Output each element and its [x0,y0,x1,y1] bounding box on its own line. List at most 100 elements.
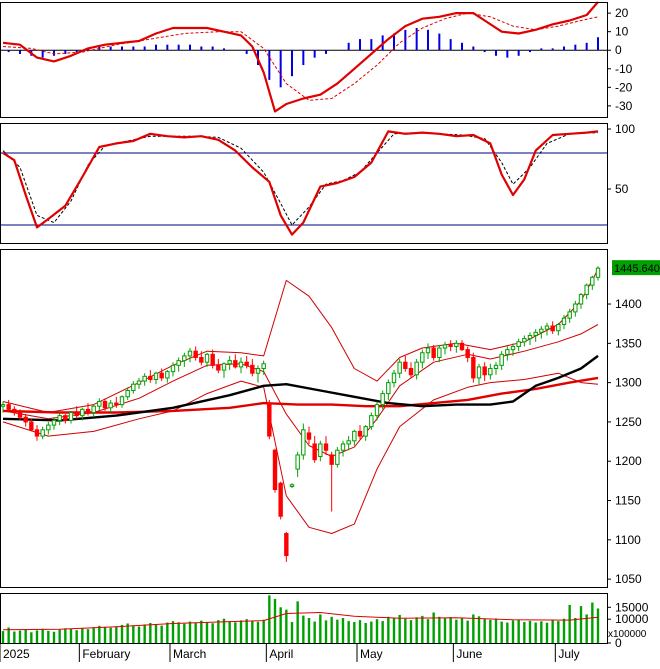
candle-body [251,365,254,373]
candle-body [268,403,271,436]
candle-body [375,405,378,416]
macd-tick-label: -10 [615,62,633,76]
candle-body [228,361,231,364]
candle-body [35,430,38,436]
candle-body [279,483,282,516]
stoch-tick-label: 100 [615,122,635,136]
price-tick-label: 1250 [615,415,642,429]
candle-body [409,368,412,374]
macd-tick-label: 0 [615,43,622,57]
candle-body [143,376,146,381]
price-tick-label: 1150 [615,494,641,508]
candle-body [302,430,305,455]
candle-body [41,430,44,436]
candle-body [568,312,571,318]
candle-body [415,362,418,375]
price-tick-label: 1050 [615,572,642,586]
candle-body [426,348,429,353]
candle-body [523,339,526,342]
x-axis-label: February [82,647,130,661]
candle-body [92,406,95,412]
candle-body [370,416,373,427]
x-axis-label: 2025 [3,647,30,661]
candle-body [194,351,197,357]
candle-body [103,401,106,407]
candle-body [392,373,395,382]
x-axis-label: July [558,647,579,661]
candle-body [115,403,118,405]
candle-body [75,412,78,415]
candle-body [285,534,288,556]
macd-tick-label: -30 [615,99,633,113]
candle-body [540,329,543,332]
candle-body [188,351,191,356]
candle-body [483,367,486,375]
candle-body [211,354,214,365]
candle-body [449,345,452,347]
candle-body [551,326,554,331]
candle-body [494,365,497,368]
candle-body [313,444,316,460]
price-tick-label: 1350 [615,336,642,350]
candle-body [477,367,480,378]
candle-body [579,295,582,304]
price-tick-label: 1400 [615,297,642,311]
candle-body [353,431,356,440]
candle-body [81,409,84,415]
candle-body [200,357,203,362]
candle-body [1,405,4,407]
candle-body [58,416,61,421]
candle-body [455,343,458,346]
stoch-tick-label: 50 [615,182,629,196]
candle-body [183,356,186,361]
candle-body [160,373,163,378]
candle-body [358,431,361,436]
candle-body [109,403,112,408]
candle-body [234,361,237,367]
x-axis-label: March [173,647,206,661]
candle-body [7,405,10,410]
x-axis-label: June [456,647,482,661]
candle-body [137,381,140,384]
candle-body [596,268,599,277]
candle-body [511,346,514,349]
volume-tick-label: 10000 [615,612,649,626]
candle-body [336,450,339,464]
candle-body [52,420,55,425]
candle-body [364,427,367,436]
candle-body [126,390,129,396]
candle-body [517,342,520,347]
price-tick-label: 1100 [615,533,641,547]
candle-body [443,345,446,348]
candle-body [132,384,135,390]
candle-body [330,455,333,464]
candle-body [404,362,407,368]
candle-body [528,335,531,338]
candle-body [460,343,463,349]
candle-body [98,401,101,406]
candle-body [347,441,350,444]
macd-tick-label: 20 [615,6,629,20]
candle-body [381,394,384,405]
candle-body [256,368,259,373]
candle-body [562,318,565,324]
candle-body [222,364,225,370]
candle-body [307,433,310,439]
candle-body [166,372,169,378]
candle-body [86,409,89,412]
candle-body [489,368,492,374]
candle-body [273,450,276,489]
candle-body [574,304,577,312]
candle-body [64,416,67,421]
candle-body [245,362,248,365]
candle-body [149,376,152,379]
candle-body [500,354,503,365]
candle-body [534,332,537,335]
candle-body [177,361,180,366]
price-tick-label: 1200 [615,454,642,468]
x-axis-label: April [269,647,293,661]
candle-body [217,365,220,370]
candle-body [13,409,16,412]
